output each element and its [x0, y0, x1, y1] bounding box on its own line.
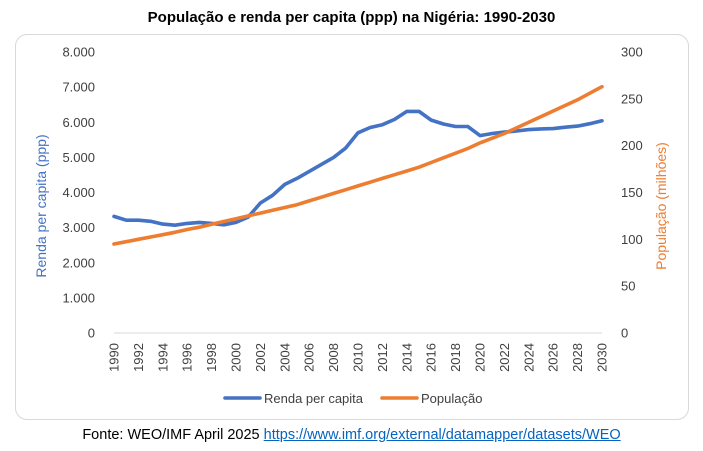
right-tick-label: 0 — [621, 326, 628, 341]
right-tick-label: 200 — [621, 138, 643, 153]
x-tick-label: 2030 — [595, 343, 610, 372]
left-tick-label: 3.000 — [62, 220, 95, 235]
left-tick-label: 0 — [88, 326, 95, 341]
left-axis-title: Renda per capita (ppp) — [33, 134, 49, 277]
left-tick-label: 7.000 — [62, 80, 95, 95]
series-line-populacao — [112, 84, 604, 246]
left-tick-label: 2.000 — [62, 255, 95, 270]
x-tick-label: 2014 — [399, 343, 414, 372]
legend: Renda per capita População — [223, 391, 482, 406]
left-tick-label: 6.000 — [62, 115, 95, 130]
x-tick-label: 2028 — [570, 343, 585, 372]
x-tick-label: 2000 — [229, 343, 244, 372]
x-tick-label: 1990 — [107, 343, 122, 372]
x-tick-label: 2004 — [277, 343, 292, 372]
right-axis-title: População (milhões) — [653, 142, 669, 270]
x-tick-label: 2022 — [497, 343, 512, 372]
x-tick-label: 1994 — [155, 343, 170, 372]
source-link[interactable]: https://www.imf.org/external/datamapper/… — [263, 427, 621, 443]
x-tick-label: 2016 — [424, 343, 439, 372]
x-tick-label: 2002 — [253, 343, 268, 372]
x-tick-label: 2012 — [375, 343, 390, 372]
right-tick-label: 50 — [621, 279, 635, 294]
right-tick-label: 250 — [621, 91, 643, 106]
x-tick-label: 2024 — [521, 343, 536, 372]
series-lines — [112, 84, 604, 246]
left-tick-label: 5.000 — [62, 150, 95, 165]
legend-label: Renda per capita — [264, 391, 364, 406]
right-axis-ticks: 0 50 100 150 200 250 300 — [621, 45, 643, 341]
legend-label: População — [421, 391, 482, 406]
series-line-renda — [112, 109, 604, 227]
x-tick-label: 1998 — [204, 343, 219, 372]
chart-title: População e renda per capita (ppp) na Ni… — [147, 9, 556, 26]
left-axis-ticks: 0 1.000 2.000 3.000 4.000 5.000 6.000 7.000 8.00… — [62, 45, 95, 341]
left-tick-label: 4.000 — [62, 185, 95, 200]
x-tick-label: 1996 — [180, 343, 195, 372]
x-tick-label: 2008 — [326, 343, 341, 372]
source-line: Fonte: WEO/IMF April 2025 https://www.im… — [0, 427, 703, 443]
left-tick-label: 1.000 — [62, 290, 95, 305]
x-tick-label: 2026 — [546, 343, 561, 372]
right-tick-label: 100 — [621, 232, 643, 247]
x-tick-label: 2010 — [351, 343, 366, 372]
left-tick-label: 8.000 — [62, 45, 95, 60]
x-tick-label: 2006 — [302, 343, 317, 372]
source-prefix: Fonte: WEO/IMF April 2025 — [82, 427, 264, 443]
x-tick-label: 1992 — [131, 343, 146, 372]
right-tick-label: 150 — [621, 185, 643, 200]
x-tick-label: 2018 — [448, 343, 463, 372]
x-tick-label: 2020 — [473, 343, 488, 372]
x-axis-ticks: 1990 1992 1994 1996 1998 2000 2002 2004 2006 2008… — [107, 343, 610, 372]
right-tick-label: 300 — [621, 45, 643, 60]
